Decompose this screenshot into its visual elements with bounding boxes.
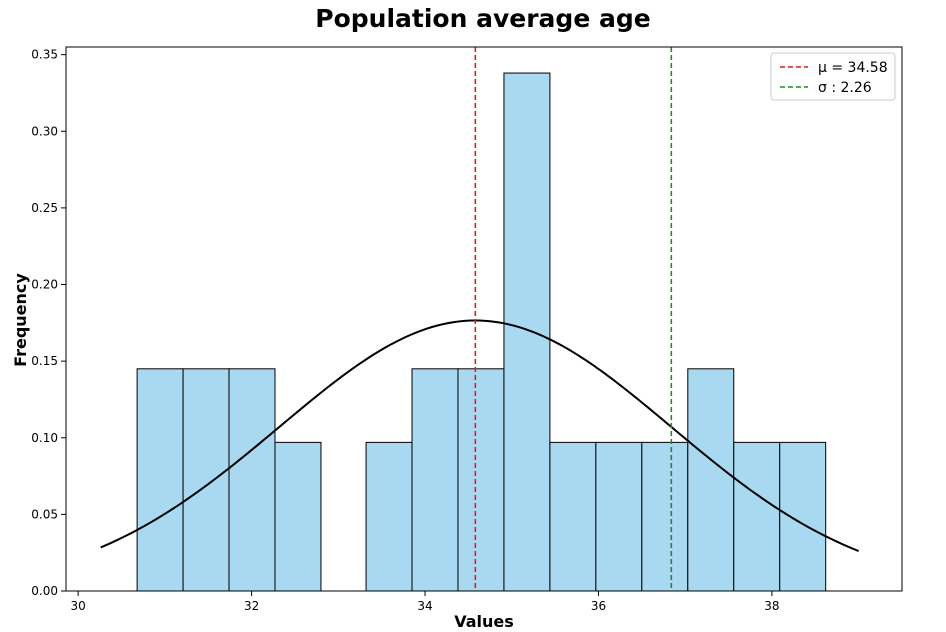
histogram-bar-8 — [503, 72, 551, 592]
y-tick-label: 0.05 — [31, 507, 58, 521]
histogram-bar-13 — [733, 441, 781, 592]
normal-curve — [100, 319, 860, 552]
y-tick-label: 0.25 — [31, 201, 58, 215]
y-tick-label: 0.15 — [31, 354, 58, 368]
curve-layer — [100, 319, 860, 552]
histogram-bar-10 — [595, 441, 643, 592]
legend: μ = 34.58 σ : 2.26 — [770, 52, 896, 101]
chart-title: Population average age — [315, 4, 650, 33]
y-tick-label: 0.00 — [31, 584, 58, 598]
y-axis-label: Frequency — [11, 273, 30, 367]
histogram-bar-7 — [457, 368, 505, 592]
x-tick-label: 38 — [764, 599, 779, 613]
histogram-bar-5 — [365, 441, 413, 592]
legend-label-mu: μ = 34.58 — [818, 60, 888, 76]
x-tick-label: 36 — [591, 599, 606, 613]
histogram-bar-3 — [274, 441, 322, 592]
x-tick-label: 34 — [417, 599, 432, 613]
vlines-layer — [474, 47, 673, 591]
bars-layer — [136, 72, 827, 592]
y-tick-label: 0.35 — [31, 48, 58, 62]
y-tick-label: 0.30 — [31, 124, 58, 138]
histogram-bar-2 — [228, 368, 276, 592]
histogram-bar-9 — [549, 441, 597, 592]
plot-frame — [65, 46, 903, 592]
x-tick-label: 32 — [244, 599, 259, 613]
histogram-bar-0 — [136, 368, 184, 592]
y-tick-label: 0.10 — [31, 431, 58, 445]
histogram-bar-14 — [779, 441, 827, 592]
x-axis: 30 32 34 36 38 — [71, 591, 780, 613]
y-tick-label: 0.20 — [31, 278, 58, 292]
histogram-bar-6 — [411, 368, 459, 592]
y-axis: 0.00 0.05 0.10 0.15 0.20 0.25 0.30 0.35 — [31, 48, 66, 598]
histogram-bar-1 — [182, 368, 230, 592]
x-axis-label: Values — [454, 612, 514, 631]
histogram-bar-11 — [641, 441, 689, 592]
histogram-bar-12 — [687, 368, 735, 592]
x-tick-label: 30 — [71, 599, 86, 613]
legend-box — [770, 52, 896, 101]
legend-label-sigma: σ : 2.26 — [818, 80, 872, 96]
